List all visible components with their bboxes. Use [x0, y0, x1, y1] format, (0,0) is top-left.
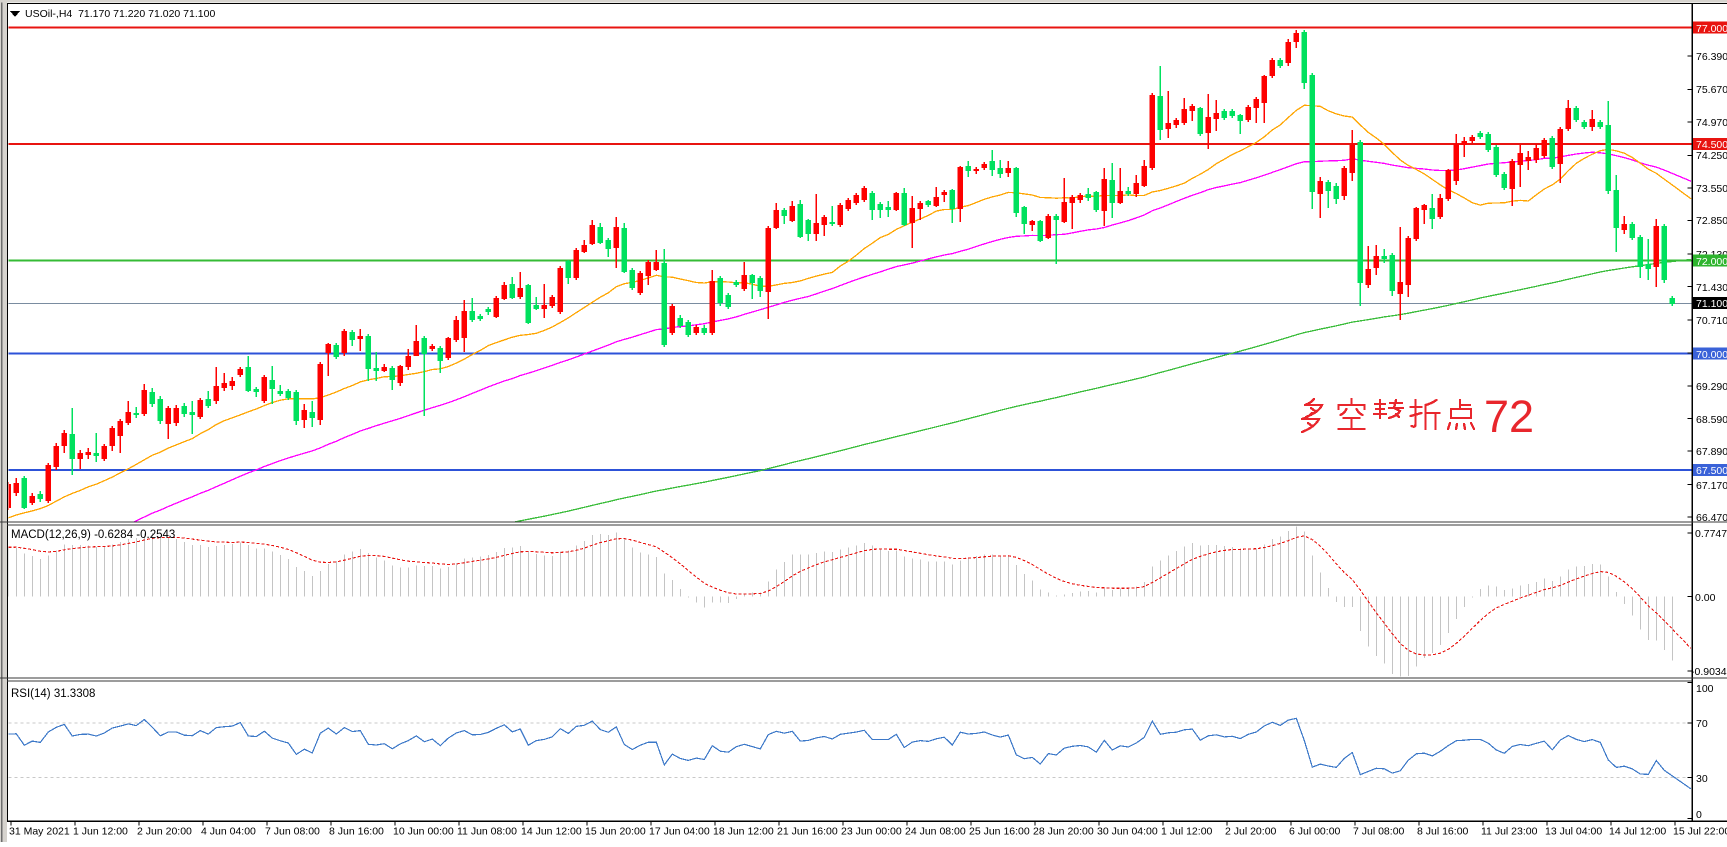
svg-text:68.590: 68.590	[1696, 414, 1727, 426]
svg-text:-0.9034: -0.9034	[1691, 666, 1727, 678]
svg-text:0: 0	[1696, 809, 1702, 821]
svg-text:1 Jun 12:00: 1 Jun 12:00	[73, 826, 128, 838]
svg-text:7 Jun 08:00: 7 Jun 08:00	[265, 826, 320, 838]
svg-text:MACD(12,26,9) -0.6284 -0.2543: MACD(12,26,9) -0.6284 -0.2543	[11, 529, 175, 541]
svg-text:66.470: 66.470	[1696, 512, 1727, 524]
svg-text:25 Jun 16:00: 25 Jun 16:00	[969, 826, 1030, 838]
svg-text:31 May 2021: 31 May 2021	[9, 826, 70, 838]
svg-text:6 Jul 00:00: 6 Jul 00:00	[1289, 826, 1341, 838]
svg-text:USOil-,H4 71.170 71.220 71.02: USOil-,H4 71.170 71.220 71.020 71.100	[25, 8, 215, 20]
svg-text:70.710: 70.710	[1696, 315, 1727, 327]
svg-text:2 Jun 20:00: 2 Jun 20:00	[137, 826, 192, 838]
svg-text:75.670: 75.670	[1696, 84, 1727, 96]
svg-text:30 Jun 04:00: 30 Jun 04:00	[1097, 826, 1158, 838]
svg-text:74.500: 74.500	[1696, 139, 1727, 151]
svg-text:0.7747: 0.7747	[1695, 528, 1727, 540]
svg-text:69.290: 69.290	[1696, 381, 1727, 393]
svg-text:RSI(14) 31.3308: RSI(14) 31.3308	[11, 688, 95, 700]
svg-text:70.000: 70.000	[1696, 349, 1727, 361]
svg-text:8 Jun 16:00: 8 Jun 16:00	[329, 826, 384, 838]
svg-text:15 Jul 22:00: 15 Jul 22:00	[1673, 826, 1727, 838]
svg-text:77.000: 77.000	[1696, 23, 1727, 35]
svg-text:67.170: 67.170	[1696, 480, 1727, 492]
svg-text:11 Jun 08:00: 11 Jun 08:00	[457, 826, 517, 838]
svg-text:11 Jul 23:00: 11 Jul 23:00	[1481, 826, 1538, 838]
svg-text:28 Jun 20:00: 28 Jun 20:00	[1033, 826, 1094, 838]
svg-text:4 Jun 04:00: 4 Jun 04:00	[201, 826, 256, 838]
svg-text:24 Jun 08:00: 24 Jun 08:00	[905, 826, 966, 838]
svg-text:74.250: 74.250	[1696, 150, 1727, 162]
svg-text:72: 72	[1484, 391, 1534, 442]
svg-text:14 Jul 12:00: 14 Jul 12:00	[1609, 826, 1666, 838]
svg-text:10 Jun 00:00: 10 Jun 00:00	[393, 826, 454, 838]
svg-text:18 Jun 12:00: 18 Jun 12:00	[713, 826, 774, 838]
svg-text:72.850: 72.850	[1696, 215, 1727, 227]
svg-text:73.550: 73.550	[1696, 183, 1727, 195]
svg-text:67.890: 67.890	[1696, 446, 1727, 458]
svg-text:74.970: 74.970	[1696, 117, 1727, 129]
svg-text:1 Jul 12:00: 1 Jul 12:00	[1161, 826, 1213, 838]
svg-text:30: 30	[1696, 773, 1708, 785]
svg-text:71.100: 71.100	[1696, 298, 1727, 310]
svg-text:8 Jul 16:00: 8 Jul 16:00	[1417, 826, 1469, 838]
svg-text:70: 70	[1696, 718, 1708, 730]
svg-text:2 Jul 20:00: 2 Jul 20:00	[1225, 826, 1277, 838]
svg-text:71.430: 71.430	[1696, 282, 1727, 294]
svg-text:72.000: 72.000	[1696, 256, 1727, 268]
svg-text:14 Jun 12:00: 14 Jun 12:00	[521, 826, 582, 838]
svg-text:100: 100	[1696, 683, 1714, 695]
svg-text:13 Jul 04:00: 13 Jul 04:00	[1545, 826, 1602, 838]
svg-text:7 Jul 08:00: 7 Jul 08:00	[1353, 826, 1405, 838]
svg-text:21 Jun 16:00: 21 Jun 16:00	[777, 826, 838, 838]
svg-text:76.390: 76.390	[1696, 51, 1727, 63]
svg-text:67.500: 67.500	[1696, 465, 1727, 477]
svg-text:17 Jun 04:00: 17 Jun 04:00	[649, 826, 710, 838]
svg-text:15 Jun 20:00: 15 Jun 20:00	[585, 826, 646, 838]
svg-text:0.00: 0.00	[1695, 592, 1716, 604]
svg-text:23 Jun 00:00: 23 Jun 00:00	[841, 826, 902, 838]
